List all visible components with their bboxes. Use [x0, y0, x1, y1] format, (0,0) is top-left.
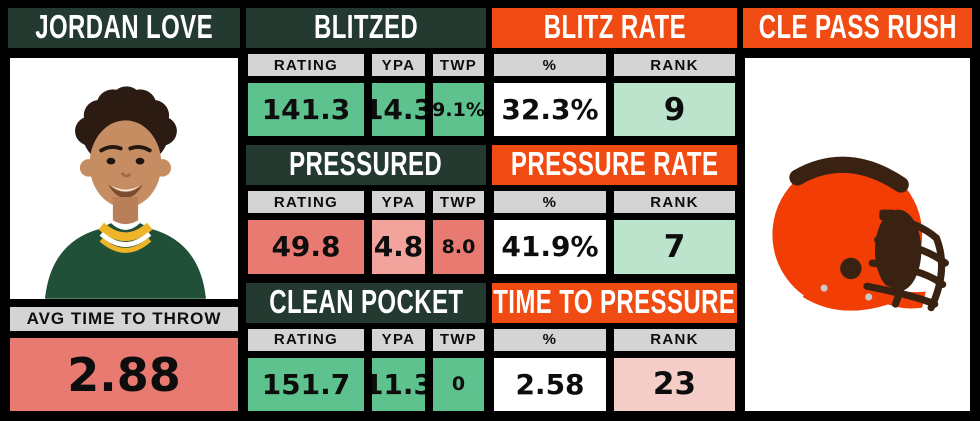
- col-header-ypa: YPA: [370, 52, 427, 78]
- col-header-rank: RANK: [612, 52, 737, 78]
- blitzed-rating-value: 141.3: [246, 81, 366, 139]
- pressured-header: PRESSURED: [246, 145, 486, 186]
- blitzed-header: BLITZED: [246, 8, 486, 48]
- player-photo: [8, 56, 240, 301]
- pressured-twp-value: 8.0: [431, 218, 486, 276]
- blitz-rate-header: BLITZ RATE: [492, 8, 737, 48]
- pressured-ypa-value: 4.8: [370, 218, 427, 276]
- time-to-pressure-header: TIME TO PRESSURE: [492, 282, 737, 323]
- player-name-header: JORDAN LOVE: [8, 8, 240, 48]
- col-header-pct: %: [492, 326, 608, 353]
- section-pressured: PRESSURED RATING YPA TWP 49.8 4.8 8.0: [246, 145, 486, 276]
- clean-pocket-header: CLEAN POCKET: [246, 282, 486, 323]
- col-header-ypa: YPA: [370, 326, 427, 353]
- time-to-pressure-rank: 23: [612, 355, 737, 413]
- col-header-rank: RANK: [612, 189, 737, 216]
- player-headshot-icon: [11, 61, 237, 299]
- blitz-rate-rank: 9: [612, 81, 737, 139]
- clean-pocket-ypa-value: 11.3: [370, 355, 427, 413]
- rush-rates-column: BLITZ RATE % RANK 32.3% 9 PRESSURE RATE …: [492, 8, 737, 413]
- col-header-rank: RANK: [612, 326, 737, 353]
- opponent-header: CLE PASS RUSH: [743, 8, 972, 48]
- blitz-rate-value: 32.3%: [492, 81, 608, 139]
- col-header-rating: RATING: [246, 189, 366, 216]
- col-header-twp: TWP: [431, 189, 486, 216]
- player-name: JORDAN LOVE: [35, 8, 213, 46]
- section-blitz-rate: BLITZ RATE % RANK 32.3% 9: [492, 8, 737, 139]
- section-blitzed: BLITZED RATING YPA TWP 141.3 14.3 9.1%: [246, 8, 486, 139]
- col-header-pct: %: [492, 189, 608, 216]
- pressure-rate-header: PRESSURE RATE: [492, 145, 737, 186]
- opponent-helmet-image: [743, 56, 972, 413]
- pressured-rating-value: 49.8: [246, 218, 366, 276]
- clean-pocket-rating-value: 151.7: [246, 355, 366, 413]
- situational-stats-column: BLITZED RATING YPA TWP 141.3 14.3 9.1% P…: [246, 8, 486, 413]
- avg-time-to-throw-value: 2.88: [8, 336, 240, 413]
- time-to-pressure-value: 2.58: [492, 355, 608, 413]
- col-header-rating: RATING: [246, 326, 366, 353]
- col-header-twp: TWP: [431, 326, 486, 353]
- blitzed-twp-value: 9.1%: [431, 81, 486, 139]
- opponent-title: CLE PASS RUSH: [758, 8, 957, 46]
- opponent-column: CLE PASS RUSH: [743, 8, 972, 413]
- pressure-rate-rank: 7: [612, 218, 737, 276]
- col-header-ypa: YPA: [370, 189, 427, 216]
- col-header-rating: RATING: [246, 52, 366, 78]
- col-header-twp: TWP: [431, 52, 486, 78]
- section-time-to-pressure: TIME TO PRESSURE % RANK 2.58 23: [492, 282, 737, 413]
- col-header-pct: %: [492, 52, 608, 78]
- pressure-rate-value: 41.9%: [492, 218, 608, 276]
- section-pressure-rate: PRESSURE RATE % RANK 41.9% 7: [492, 145, 737, 276]
- blitzed-ypa-value: 14.3: [370, 81, 427, 139]
- browns-helmet-icon: [771, 156, 949, 311]
- player-column: JORDAN LOVE: [8, 8, 240, 413]
- avg-time-to-throw-label: AVG TIME TO THROW: [8, 305, 240, 333]
- clean-pocket-twp-value: 0: [431, 355, 486, 413]
- section-clean-pocket: CLEAN POCKET RATING YPA TWP 151.7 11.3 0: [246, 282, 486, 413]
